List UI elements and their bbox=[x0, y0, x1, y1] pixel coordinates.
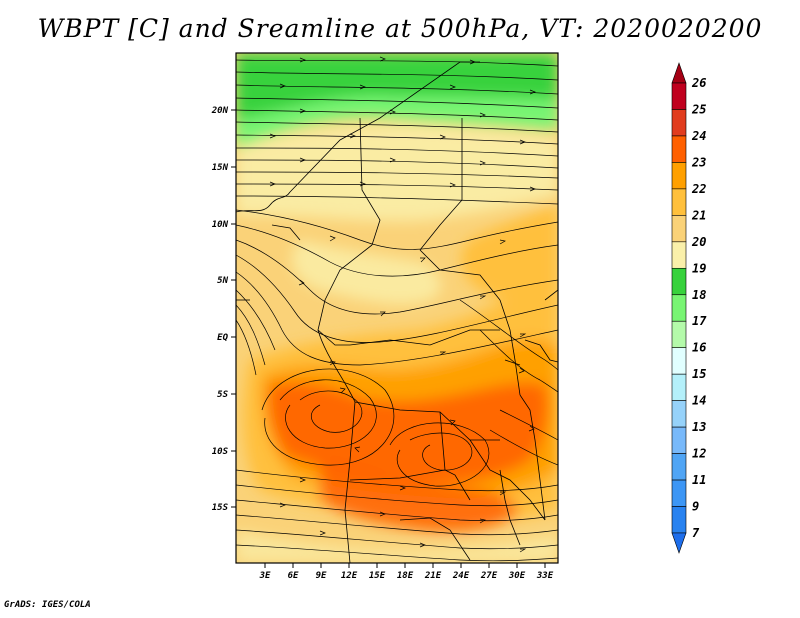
colorbar-top-triangle bbox=[671, 62, 687, 84]
lon-label: 30E bbox=[508, 571, 526, 581]
colorbar-label: 20 bbox=[691, 235, 706, 249]
colorbar-label: 12 bbox=[692, 447, 706, 461]
lat-label: 5N bbox=[217, 276, 228, 286]
lon-label: 21E bbox=[424, 571, 442, 581]
lon-label: 24E bbox=[452, 571, 470, 581]
colorbar-segment bbox=[671, 453, 687, 481]
colorbar-segment bbox=[671, 135, 687, 163]
colorbar-segment bbox=[671, 347, 687, 375]
plot-frame bbox=[235, 52, 559, 564]
wbpt-shading bbox=[236, 53, 558, 563]
lon-labels: 3E 6E 9E 12E 15E 18E 21E 24E 27E 30E 33E bbox=[259, 571, 554, 581]
colorbar-label: 21 bbox=[691, 208, 706, 222]
lon-label: 3E bbox=[259, 571, 271, 581]
lon-label: 9E bbox=[316, 571, 327, 581]
colorbar-segment bbox=[671, 426, 687, 454]
colorbar-label: 18 bbox=[692, 288, 706, 302]
grads-credit: GrADS: IGES/COLA bbox=[4, 600, 91, 610]
colorbar-segment bbox=[671, 267, 687, 296]
country-borders bbox=[236, 61, 558, 563]
lon-label: 15E bbox=[369, 571, 386, 581]
colorbar-segment bbox=[671, 400, 687, 428]
colorbar-segment bbox=[671, 215, 687, 243]
lon-label: 12E bbox=[341, 571, 358, 581]
colorbar-segment bbox=[671, 241, 687, 269]
lon-label: 33E bbox=[536, 571, 554, 581]
map-title: WBPT [C] and Sreamline at 500hPa, VT: 20… bbox=[37, 14, 763, 43]
colorbar-label: 25 bbox=[691, 102, 706, 116]
lat-ticks bbox=[231, 109, 236, 508]
lon-ticks bbox=[264, 563, 546, 568]
lon-label: 18E bbox=[397, 571, 414, 581]
colorbar-segment bbox=[671, 109, 687, 137]
colorbar-label: 7 bbox=[692, 526, 700, 540]
colorbar-segment bbox=[671, 479, 687, 507]
lon-label: 27E bbox=[480, 571, 498, 581]
lat-labels: 20N 15N 10N 5N EQ 5S 10S 15S bbox=[211, 106, 229, 513]
lon-label: 6E bbox=[288, 571, 299, 581]
colorbar-label: 14 bbox=[692, 394, 706, 408]
colorbar-label: 23 bbox=[691, 155, 706, 169]
lat-label: 20N bbox=[211, 106, 229, 116]
lat-label: 15N bbox=[212, 163, 229, 173]
lat-label: 10S bbox=[212, 447, 229, 457]
colorbar-label: 13 bbox=[692, 420, 706, 434]
colorbar-label: 16 bbox=[692, 341, 706, 355]
colorbar-segment bbox=[671, 320, 687, 349]
colorbar-label: 22 bbox=[691, 182, 706, 196]
colorbar-segment bbox=[671, 506, 687, 534]
colorbar-label: 24 bbox=[691, 129, 706, 143]
colorbar-label: 17 bbox=[692, 314, 707, 328]
lat-label: 10N bbox=[212, 220, 229, 230]
colorbar-label: 26 bbox=[691, 76, 706, 90]
colorbar-bottom-triangle bbox=[671, 532, 687, 554]
colorbar-label: 11 bbox=[692, 473, 706, 487]
lat-label: EQ bbox=[217, 333, 228, 343]
colorbar-segment bbox=[671, 82, 687, 110]
colorbar-label: 15 bbox=[692, 367, 706, 381]
colorbar-label: 19 bbox=[692, 261, 706, 275]
colorbar-label: 9 bbox=[692, 500, 699, 514]
colorbar-segment bbox=[671, 294, 687, 322]
streamlines bbox=[236, 59, 558, 562]
streamline-arrows bbox=[269, 56, 536, 553]
lat-label: 15S bbox=[212, 503, 229, 513]
colorbar-segment bbox=[671, 373, 687, 401]
lat-label: 5S bbox=[217, 390, 228, 400]
colorbar-segment bbox=[671, 162, 687, 190]
colorbar-segment bbox=[671, 188, 687, 216]
colorbar: 7 9 11 12 13 14 15 16 17 18 19 20 21 22 23 24 25 26 bbox=[671, 62, 707, 554]
